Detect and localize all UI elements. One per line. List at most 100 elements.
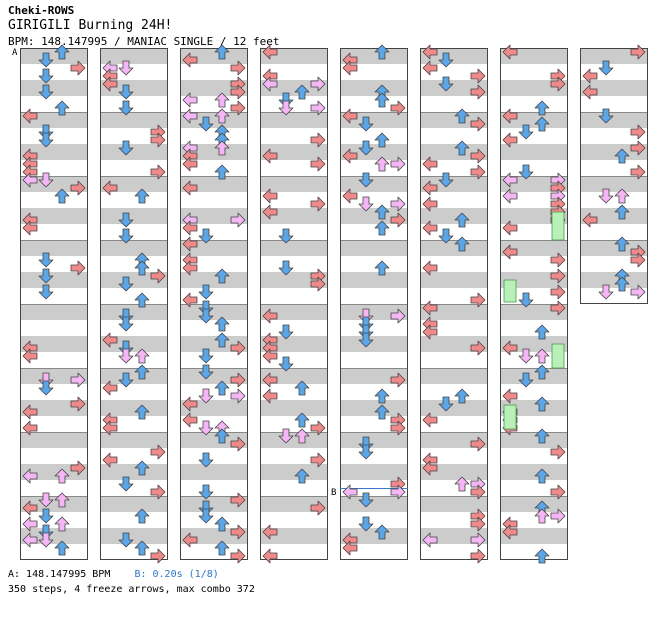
- jump-up-arrow-icon: [374, 156, 390, 172]
- column-border: [580, 48, 648, 304]
- jump-right-arrow-icon: [390, 484, 406, 500]
- down-arrow-icon: [38, 132, 54, 148]
- jump-down-arrow-icon: [38, 372, 54, 388]
- left-arrow-icon: [502, 244, 518, 260]
- jump-down-arrow-icon: [198, 388, 214, 404]
- right-arrow-icon: [470, 68, 486, 84]
- down-arrow-icon: [278, 324, 294, 340]
- right-arrow-icon: [470, 292, 486, 308]
- left-arrow-icon: [22, 420, 38, 436]
- beat-stripe: [340, 400, 408, 416]
- jump-up-arrow-icon: [54, 516, 70, 532]
- jump-down-arrow-icon: [118, 60, 134, 76]
- right-arrow-icon: [630, 140, 646, 156]
- jump-down-arrow-icon: [358, 308, 374, 324]
- up-arrow-icon: [454, 388, 470, 404]
- up-arrow-icon: [134, 260, 150, 276]
- beat-stripe: [100, 432, 168, 448]
- beat-stripe: [340, 80, 408, 96]
- beat-stripe: [260, 176, 328, 192]
- up-arrow-icon: [134, 364, 150, 380]
- right-arrow-icon: [70, 260, 86, 276]
- down-arrow-icon: [38, 380, 54, 396]
- beat-stripe: [20, 304, 88, 320]
- right-arrow-icon: [230, 524, 246, 540]
- beat-stripe: [20, 432, 88, 448]
- right-arrow-icon: [230, 84, 246, 100]
- left-arrow-icon: [102, 380, 118, 396]
- left-arrow-icon: [422, 44, 438, 60]
- beat-stripe: [260, 240, 328, 256]
- beat-stripe: [500, 496, 568, 512]
- down-arrow-icon: [38, 68, 54, 84]
- right-arrow-icon: [470, 116, 486, 132]
- up-arrow-icon: [454, 236, 470, 252]
- jump-up-arrow-icon: [534, 348, 550, 364]
- left-arrow-icon: [102, 452, 118, 468]
- left-arrow-icon: [182, 412, 198, 428]
- down-arrow-icon: [198, 452, 214, 468]
- right-arrow-icon: [70, 396, 86, 412]
- beat-stripe: [500, 368, 568, 384]
- right-arrow-icon: [630, 44, 646, 60]
- left-arrow-icon: [262, 308, 278, 324]
- down-arrow-icon: [38, 124, 54, 140]
- down-arrow-icon: [38, 252, 54, 268]
- down-arrow-icon: [438, 76, 454, 92]
- left-arrow-icon: [262, 148, 278, 164]
- left-arrow-icon: [422, 220, 438, 236]
- right-arrow-icon: [550, 76, 566, 92]
- left-arrow-icon: [502, 220, 518, 236]
- down-arrow-icon: [598, 108, 614, 124]
- left-arrow-icon: [262, 388, 278, 404]
- down-arrow-icon: [118, 140, 134, 156]
- down-arrow-icon: [518, 292, 534, 308]
- beat-stripe: [340, 272, 408, 288]
- left-arrow-icon: [582, 84, 598, 100]
- down-arrow-icon: [438, 396, 454, 412]
- beat-stripe: [100, 304, 168, 320]
- freeze-arrow: [503, 404, 517, 430]
- right-arrow-icon: [550, 284, 566, 300]
- down-arrow-icon: [358, 516, 374, 532]
- left-arrow-icon: [422, 156, 438, 172]
- beat-stripe: [260, 112, 328, 128]
- bpm-marker-a: A: [12, 48, 18, 58]
- left-arrow-icon: [262, 188, 278, 204]
- up-arrow-icon: [294, 84, 310, 100]
- down-arrow-icon: [118, 276, 134, 292]
- beat-stripe: [260, 400, 328, 416]
- beat-stripe: [420, 496, 488, 512]
- jump-up-arrow-icon: [134, 348, 150, 364]
- left-arrow-icon: [22, 108, 38, 124]
- up-arrow-icon: [214, 164, 230, 180]
- right-arrow-icon: [550, 268, 566, 284]
- up-arrow-icon: [134, 188, 150, 204]
- right-arrow-icon: [310, 420, 326, 436]
- left-arrow-icon: [422, 60, 438, 76]
- down-arrow-icon: [38, 268, 54, 284]
- up-arrow-icon: [534, 396, 550, 412]
- right-arrow-icon: [310, 500, 326, 516]
- up-arrow-icon: [374, 260, 390, 276]
- down-arrow-icon: [358, 492, 374, 508]
- down-arrow-icon: [198, 348, 214, 364]
- right-arrow-icon: [70, 460, 86, 476]
- down-arrow-icon: [118, 308, 134, 324]
- down-arrow-icon: [358, 324, 374, 340]
- up-arrow-icon: [54, 540, 70, 556]
- down-arrow-icon: [438, 52, 454, 68]
- up-arrow-icon: [374, 404, 390, 420]
- jump-right-arrow-icon: [630, 284, 646, 300]
- jump-right-arrow-icon: [550, 508, 566, 524]
- left-arrow-icon: [182, 156, 198, 172]
- right-arrow-icon: [390, 372, 406, 388]
- jump-left-arrow-icon: [22, 172, 38, 188]
- up-arrow-icon: [534, 468, 550, 484]
- up-arrow-icon: [374, 524, 390, 540]
- left-arrow-icon: [502, 132, 518, 148]
- down-arrow-icon: [278, 92, 294, 108]
- beat-stripe: [180, 304, 248, 320]
- down-arrow-icon: [358, 172, 374, 188]
- jump-left-arrow-icon: [22, 516, 38, 532]
